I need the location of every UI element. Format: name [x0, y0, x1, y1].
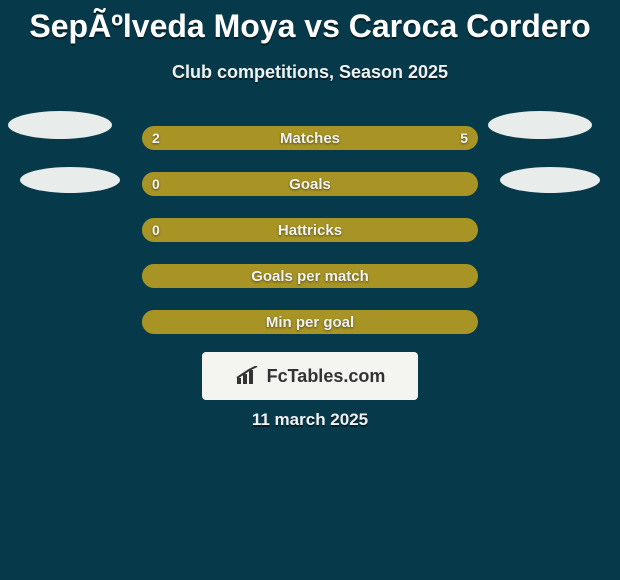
stat-metric-label: Matches [142, 126, 478, 150]
stat-row: Goals per match [142, 264, 478, 288]
stat-metric-label: Min per goal [142, 310, 478, 334]
stat-row: Min per goal [142, 310, 478, 334]
comparison-bars: 25Matches 0Goals 0Hattricks Goals per match… [142, 126, 478, 356]
stat-metric-label: Goals [142, 172, 478, 196]
page-subtitle: Club competitions, Season 2025 [0, 62, 620, 83]
stat-metric-label: Goals per match [142, 264, 478, 288]
share-pie [500, 167, 600, 193]
watermark-text: FcTables.com [267, 366, 386, 387]
watermark-badge: FcTables.com [202, 352, 418, 400]
share-pie [8, 111, 112, 139]
watermark-icon [235, 366, 263, 386]
stat-row: 0Hattricks [142, 218, 478, 242]
stat-row: 0Goals [142, 172, 478, 196]
share-pie [488, 111, 592, 139]
stat-metric-label: Hattricks [142, 218, 478, 242]
footer-date: 11 march 2025 [0, 410, 620, 430]
stat-row: 25Matches [142, 126, 478, 150]
page-title: SepÃºlveda Moya vs Caroca Cordero [0, 8, 620, 45]
share-pie [20, 167, 120, 193]
